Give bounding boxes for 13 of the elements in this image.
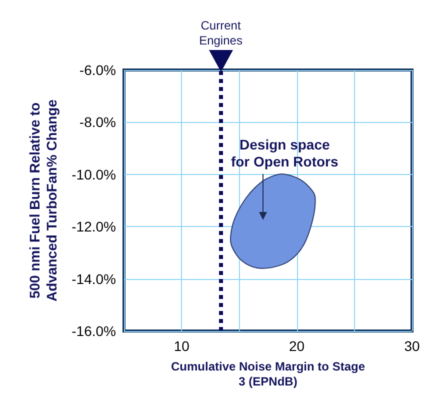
x-axis-title: Cumulative Noise Margin to Stage 3 (EPNdB) (170, 360, 366, 388)
x-tick-label: 20 (289, 338, 305, 354)
y-tick-label: -12.0% (72, 218, 116, 235)
y-tick-label: -14.0% (72, 270, 116, 287)
y-tick-label: -6.0% (79, 62, 116, 78)
y-axis-title: 500 nmi Fuel Burn Relative to Advanced TurboFan% Change (26, 99, 60, 302)
ref-line-label: Current Engines (199, 18, 242, 48)
x-tick-label: 10 (174, 338, 190, 354)
y-tick-label: -8.0% (79, 114, 116, 130)
annotation: Design space for Open Rotors (230, 136, 339, 170)
y-tick-label: -10.0% (72, 166, 116, 182)
y-tick-label: -16.0% (72, 323, 116, 339)
x-tick-label: 30 (404, 338, 420, 354)
